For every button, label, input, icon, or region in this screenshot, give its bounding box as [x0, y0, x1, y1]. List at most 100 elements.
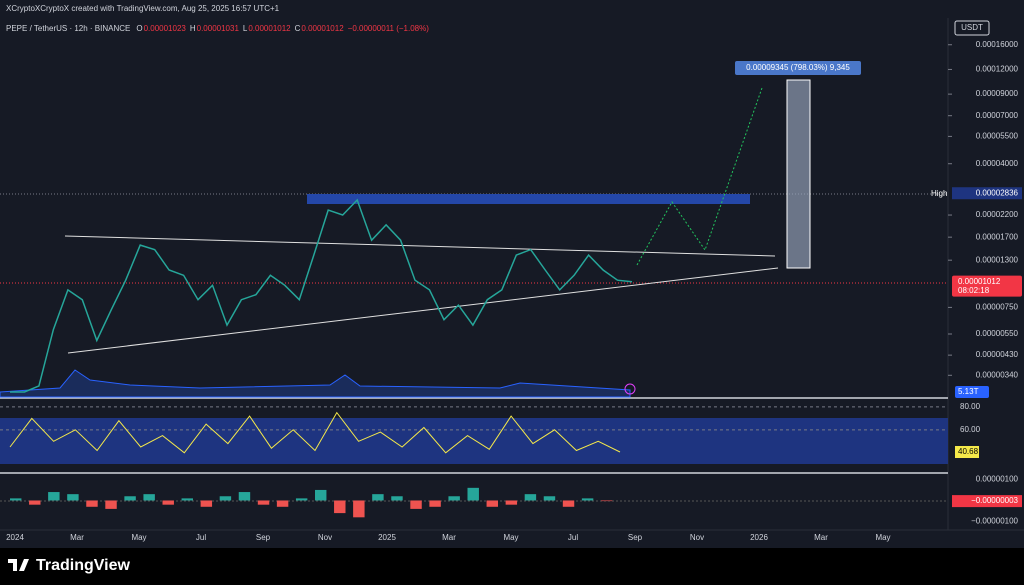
- time-label: Nov: [690, 533, 704, 542]
- rsi-tick-label: 60.00: [960, 425, 981, 434]
- price-line: [10, 198, 633, 393]
- price-tick-label: 0.00009000: [976, 89, 1019, 98]
- price-tick-label: 0.00004000: [976, 159, 1019, 168]
- volume-area: [0, 369, 631, 398]
- ohlc-key: C: [295, 24, 301, 33]
- projection-path: [636, 87, 763, 266]
- currency-box: [954, 20, 990, 36]
- macd-bar: [276, 500, 289, 507]
- last-price: 0.00001012: [958, 277, 1001, 286]
- macd-bar: [219, 496, 232, 501]
- high-value: 0.00002836: [976, 188, 1019, 197]
- price-tick-label: 0.00016000: [976, 40, 1019, 49]
- high-box: [952, 187, 1022, 200]
- time-label: Nov: [318, 533, 332, 542]
- footer-bar: [0, 548, 1024, 585]
- macd-bar: [200, 500, 213, 507]
- ohlc-value: 0.00001031: [197, 24, 240, 33]
- macd-bar: [105, 500, 117, 509]
- time-label: Jul: [568, 533, 578, 542]
- ohlc-value: 0.00001023: [144, 24, 187, 33]
- price-tick-label: 0.00000430: [976, 350, 1019, 359]
- time-label: Mar: [814, 533, 828, 542]
- trendline-upper: [64, 235, 776, 257]
- countdown: 08:02:18: [958, 286, 990, 295]
- price-tick-label: 0.00002200: [976, 210, 1019, 219]
- macd-bar: [334, 500, 346, 514]
- macd-bar: [505, 500, 518, 505]
- ohlc-value: 0.00001012: [248, 24, 291, 33]
- macd-bar: [67, 494, 79, 501]
- ohlc-value: 0.00001012: [301, 24, 344, 33]
- price-tick-label: 0.00001700: [976, 232, 1019, 241]
- macd-bar: [353, 500, 365, 518]
- rsi-last-box: [955, 446, 979, 459]
- macd-bar: [143, 494, 155, 501]
- projection-box: [786, 79, 811, 269]
- price-tick-label: 0.00012000: [976, 65, 1019, 74]
- time-label: 2025: [378, 533, 396, 542]
- macd-bar: [315, 489, 327, 501]
- price-tick-label: 0.00007000: [976, 111, 1019, 120]
- macd-bar: [181, 498, 193, 501]
- macd-bar: [295, 498, 308, 501]
- last-price-box: [952, 275, 1022, 297]
- trendline-lower: [67, 267, 779, 354]
- rsi-line: [9, 411, 621, 454]
- macd-bar: [543, 496, 556, 501]
- author-line: XCryptoXCryptoX created with TradingView…: [6, 4, 280, 13]
- macd-bar: [124, 496, 136, 501]
- symbol-name: PEPE / TetherUS · 12h · BINANCE: [6, 24, 130, 33]
- macd-bar: [86, 500, 98, 507]
- time-label: Sep: [628, 533, 643, 542]
- time-label: Sep: [256, 533, 271, 542]
- brand: TradingView: [36, 557, 131, 574]
- macd-bar: [391, 496, 403, 501]
- resistance-zone: [307, 194, 750, 204]
- time-label: May: [131, 533, 146, 542]
- macd-bar: [448, 496, 460, 501]
- volume-label: 5.13T: [958, 387, 979, 396]
- time-label: Jul: [196, 533, 206, 542]
- macd-bar: [562, 500, 575, 507]
- change: −0.00000011 (−1.08%): [348, 24, 430, 33]
- macd-tick-label: −0.00000100: [971, 517, 1018, 526]
- rsi-tick-label: 80.00: [960, 402, 981, 411]
- macd-bar: [524, 494, 537, 501]
- macd-bar: [429, 500, 441, 507]
- time-label: 2024: [6, 533, 24, 542]
- time-label: Mar: [442, 533, 456, 542]
- chart-bg: [0, 0, 1024, 548]
- high-label: High: [931, 189, 947, 198]
- price-tick-label: 0.00000750: [976, 302, 1019, 311]
- macd-bar: [257, 500, 270, 505]
- time-label: Mar: [70, 533, 84, 542]
- ohlc-key: O: [136, 24, 142, 33]
- macd-bar: [467, 487, 479, 501]
- currency: USDT: [961, 23, 983, 32]
- macd-bar: [410, 500, 422, 509]
- macd-bar: [48, 492, 60, 501]
- projection-label: 0.00009345 (798.03%) 9,345: [746, 63, 850, 72]
- macd-tick-label: 0.00000100: [976, 475, 1019, 484]
- macd-last-box: [952, 495, 1022, 508]
- time-label: 2026: [750, 533, 768, 542]
- macd-bar: [372, 494, 384, 501]
- price-tick-label: 0.00005500: [976, 132, 1019, 141]
- ohlc-key: H: [190, 24, 196, 33]
- price-tick-label: 0.00001300: [976, 255, 1019, 264]
- brand-logo: [8, 559, 29, 571]
- macd-bar: [162, 500, 174, 505]
- projection-label-box: [735, 61, 861, 75]
- macd-bar: [600, 500, 613, 502]
- time-label: May: [503, 533, 518, 542]
- ohlc-key: L: [243, 24, 248, 33]
- price-tick-label: 0.00000550: [976, 329, 1019, 338]
- time-label: May: [875, 533, 890, 542]
- macd-bar: [486, 500, 498, 507]
- rsi-last: 40.68: [958, 447, 979, 456]
- macd-bar: [10, 498, 22, 501]
- macd-last: −0.00000003: [971, 496, 1018, 505]
